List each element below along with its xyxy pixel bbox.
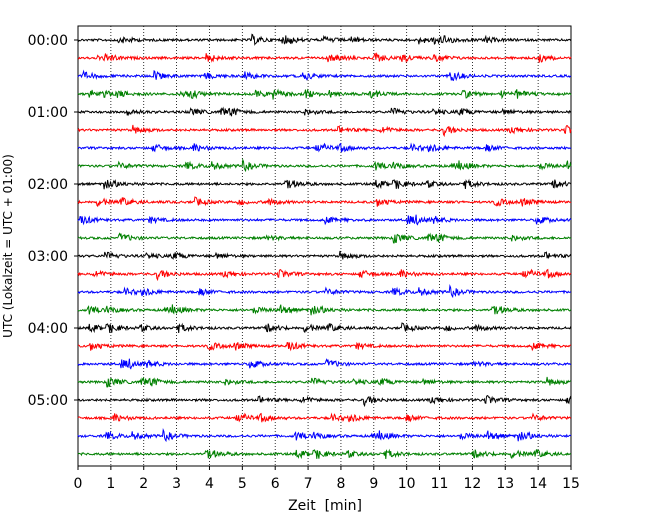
seismic-trace [77,214,572,226]
y-axis-ticks: 00:00 01:00 02:00 03:00 04:00 05:00 [28,33,78,409]
grid-lines [110,26,539,466]
seismic-trace [77,250,572,260]
x-tick-label: 4 [205,476,214,492]
seismic-trace [77,106,572,117]
seismic-trace [77,52,572,64]
seismic-trace [77,448,572,460]
x-tick-label: 8 [336,476,345,492]
y-tick-label: 01:00 [28,105,68,121]
y-axis-title: UTC (Lokalzeit = UTC + 01:00) [1,154,15,338]
x-tick-label: 1 [106,476,115,492]
y-tick-label: 05:00 [28,393,68,409]
seismic-trace [77,358,572,370]
seismic-trace [77,88,572,100]
seismic-trace [77,142,572,153]
seismic-trace [77,376,572,388]
x-tick-label: 0 [74,476,83,492]
y-tick-label: 04:00 [28,321,68,337]
x-tick-label: 3 [172,476,181,492]
x-tick-label: 5 [238,476,247,492]
seismic-trace [77,124,572,138]
seismic-traces [77,33,572,460]
seismic-trace [77,322,572,334]
seismic-trace [77,427,572,443]
x-tick-label: 15 [562,476,580,492]
y-tick-label: 02:00 [28,177,68,193]
seismic-trace [77,178,572,190]
seismic-trace [77,412,572,423]
seismic-trace [77,69,572,82]
x-tick-label: 14 [529,476,547,492]
seismic-trace [77,196,572,208]
y-tick-label: 03:00 [28,249,68,265]
x-tick-label: 12 [463,476,481,492]
x-tick-label: 9 [369,476,378,492]
x-tick-label: 11 [431,476,449,492]
x-tick-label: 10 [398,476,416,492]
seismic-trace [77,394,572,408]
seismic-trace [77,33,572,46]
x-tick-label: 2 [139,476,148,492]
x-tick-label: 6 [271,476,280,492]
x-tick-label: 13 [496,476,514,492]
x-tick-label: 7 [304,476,313,492]
x-axis-ticks: 0 1 2 3 4 5 6 7 8 9 10 11 12 13 14 15 [74,466,580,492]
seismic-trace [77,304,572,316]
seismic-trace [77,268,572,282]
y-tick-label: 00:00 [28,33,68,49]
seismic-trace [77,341,572,352]
seismic-trace [77,283,572,299]
plot-frame [77,25,572,467]
x-axis-title: Zeit [min] [288,498,362,514]
seismic-trace [77,157,572,173]
seismic-trace [77,232,572,244]
